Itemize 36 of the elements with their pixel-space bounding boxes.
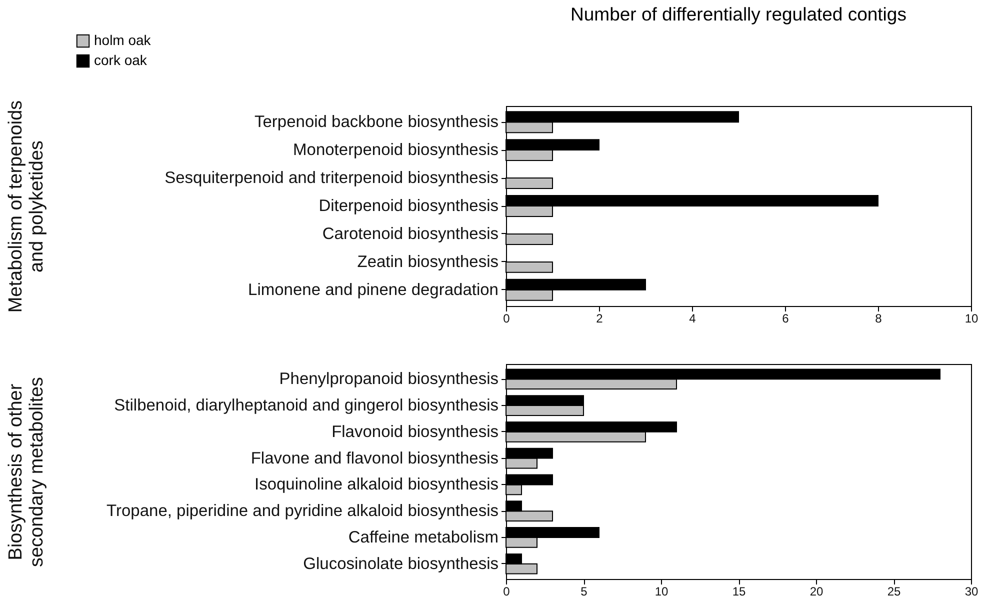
y-tick-label: Monoterpenoid biosynthesis	[293, 141, 498, 160]
x-tick-label: 2	[596, 312, 604, 326]
legend-label: holm oak	[94, 32, 152, 48]
x-tick-label: 0	[503, 584, 510, 597]
x-tick-label: 4	[689, 312, 696, 326]
chart-title: Number of differentially regulated contigs	[570, 4, 906, 24]
y-axis-title: Biosynthesis of other secondary metabolites	[6, 376, 48, 568]
x-tick-label: 15	[732, 584, 746, 597]
y-tick-label: Terpenoid backbone biosynthesis	[254, 113, 498, 132]
bar	[506, 178, 553, 190]
y-axis-title: Metabolism of terpenoids and polyketides	[6, 100, 48, 313]
bar	[506, 261, 553, 273]
x-tick-label: 10	[964, 312, 978, 326]
x-tick-label: 0	[503, 312, 510, 326]
y-tick-label: Carotenoid biosynthesis	[322, 224, 498, 243]
x-tick-label: 8	[875, 312, 882, 326]
bar	[506, 233, 553, 245]
y-tick-label: Flavonoid biosynthesis	[332, 422, 498, 441]
x-tick-label: 30	[964, 584, 978, 597]
y-tick-label: Caffeine metabolism	[348, 528, 498, 546]
y-tick-label: Glucosinolate biosynthesis	[303, 554, 498, 573]
x-tick-label: 6	[782, 312, 790, 326]
y-tick-label: Flavone and flavonol biosynthesis	[250, 449, 498, 468]
legend-label: cork oak	[94, 52, 148, 68]
y-tick-label: Stilbenoid, diarylheptanoid and gingerol biosynthesis	[114, 396, 498, 415]
y-tick-label: Diterpenoid biosynthesis	[318, 197, 498, 215]
x-tick-label: 25	[887, 584, 901, 597]
y-tick-label: Limonene and pinene degradation	[248, 280, 498, 299]
y-tick-label: Sesquiterpenoid and triterpenoid biosynthesis	[164, 169, 498, 188]
x-tick-label: 20	[810, 584, 824, 597]
x-tick-label: 5	[580, 584, 588, 597]
y-tick-label: Zeatin biosynthesis	[357, 252, 498, 271]
y-tick-label: Tropane, piperidine and pyridine alkaloid biosynthesis	[106, 502, 498, 520]
x-tick-label: 10	[654, 584, 668, 597]
y-tick-label: Isoquinoline alkaloid biosynthesis	[254, 476, 498, 494]
y-tick-label: Phenylpropanoid biosynthesis	[279, 370, 498, 388]
